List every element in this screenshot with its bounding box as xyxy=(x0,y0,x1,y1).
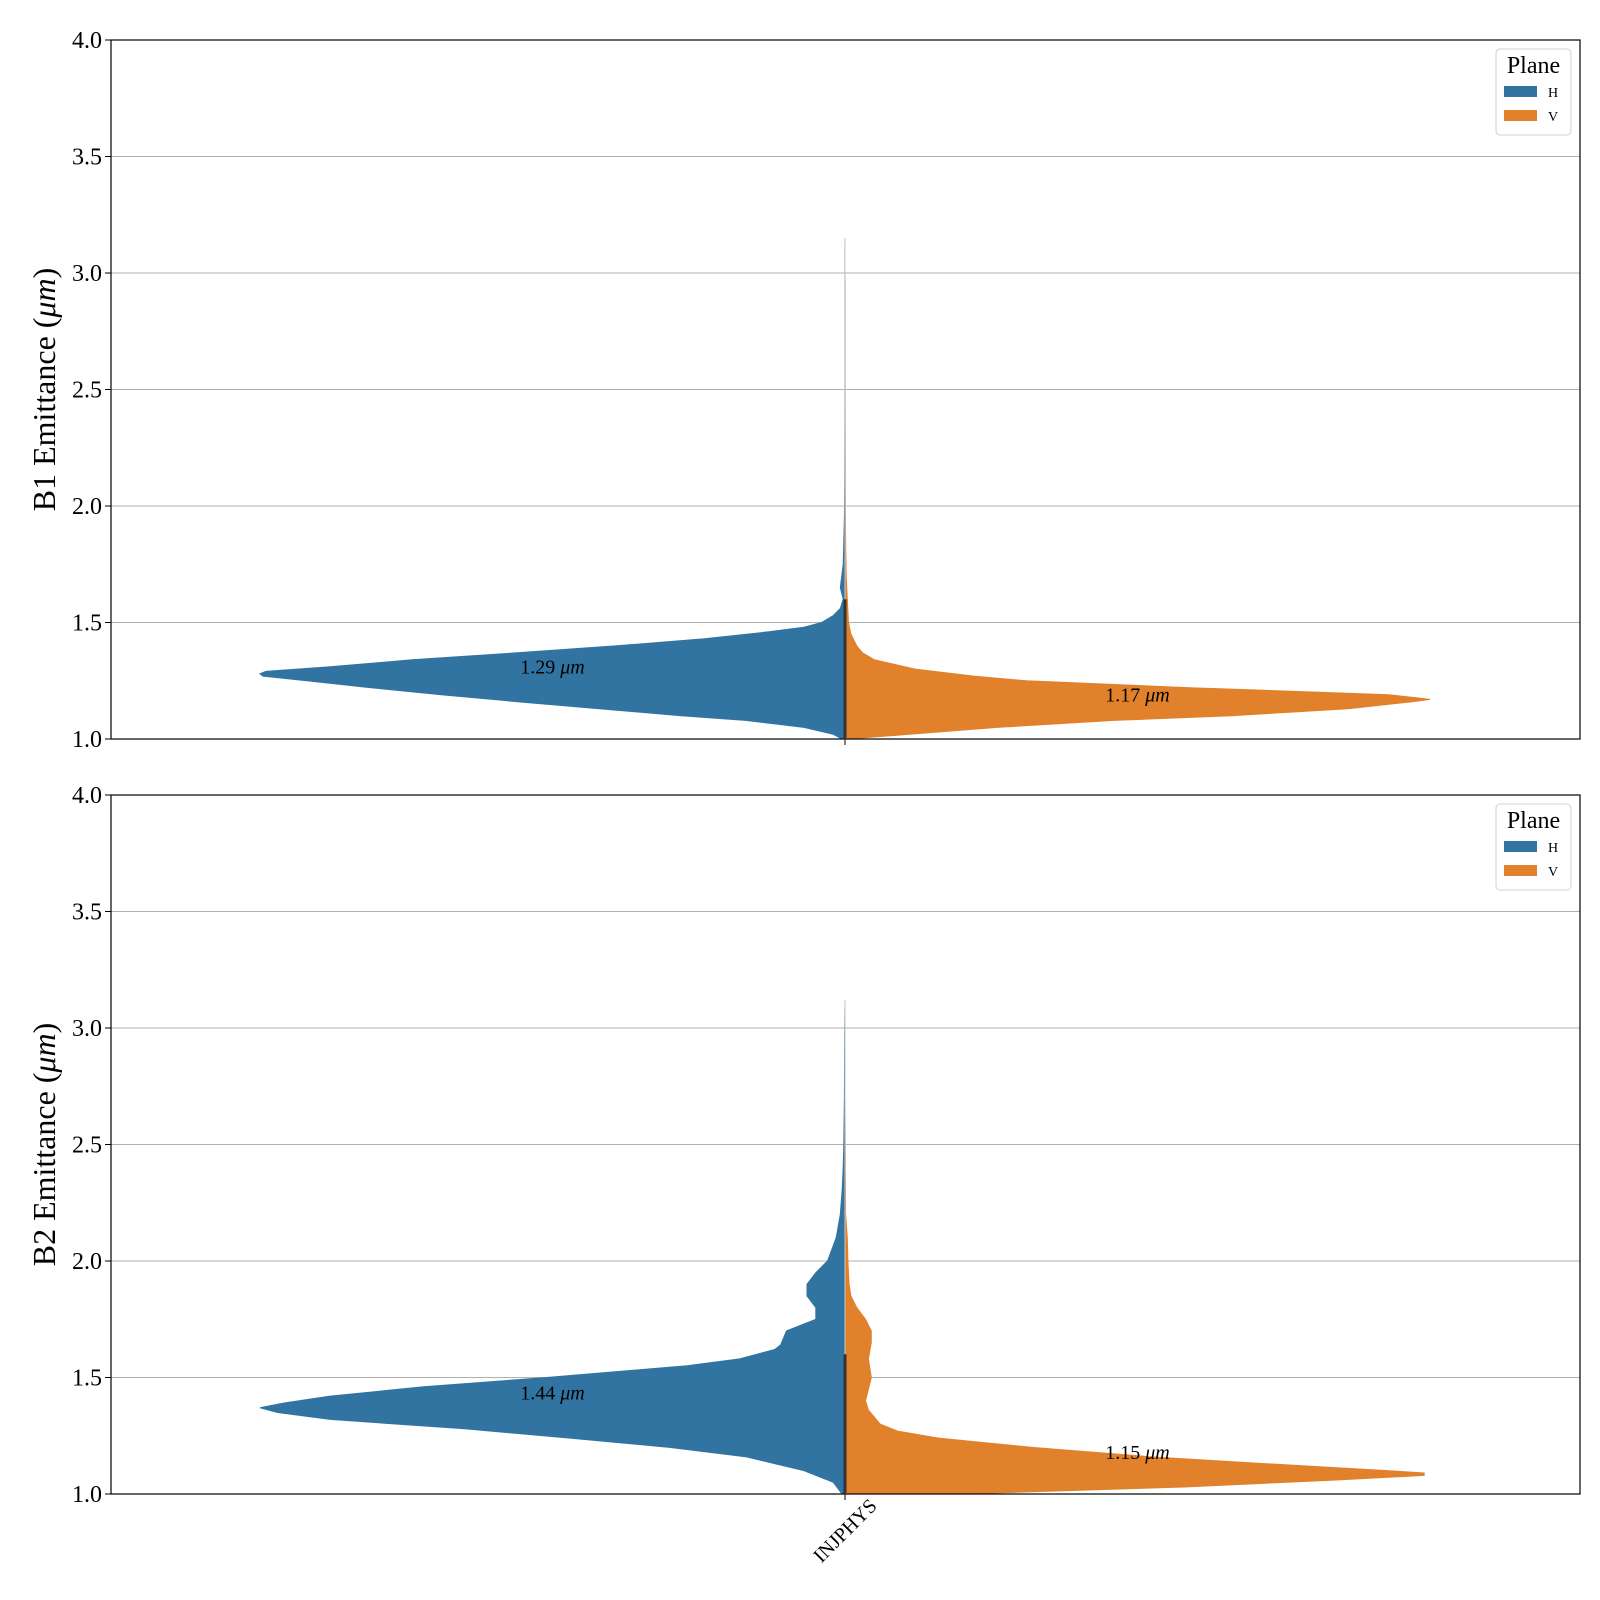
legend-label-v: V xyxy=(1548,110,1558,125)
panel-b2: 1.0 1.5 2.0 2.5 3.0 3.5 4.0 1.44 μm 1.15 μm B2 Em… xyxy=(26,783,1581,1508)
y-axis-label: B2 Emittance (μm) xyxy=(26,1023,62,1267)
y-tick-label: 1.5 xyxy=(72,611,102,637)
y-tick-label: 1.0 xyxy=(72,1482,102,1508)
y-tick-label: 1.0 xyxy=(72,727,102,753)
violin-half-v xyxy=(844,1097,1425,1495)
y-tick-label: 4.0 xyxy=(72,28,102,54)
x-tick-label: INJPHYS xyxy=(809,1495,881,1567)
legend: Plane HV xyxy=(1495,803,1572,891)
legend-label-v: V xyxy=(1548,865,1558,880)
y-axis-label: B1 Emittance (μm) xyxy=(26,268,62,512)
y-tick-label: 2.5 xyxy=(72,378,102,404)
legend-title: Plane xyxy=(1507,808,1560,834)
y-tick-label: 1.5 xyxy=(72,1366,102,1392)
panel-b1: 1.0 1.5 2.0 2.5 3.0 3.5 4.0 1.29 μm 1.17 μm B1 Em… xyxy=(26,28,1581,753)
legend-swatch-v xyxy=(1504,865,1537,876)
legend-swatch-v xyxy=(1504,110,1537,121)
y-tick-label: 2.5 xyxy=(72,1133,102,1159)
violin-half-h xyxy=(259,999,846,1495)
y-tick-label: 3.5 xyxy=(72,145,102,171)
y-tick-label: 2.0 xyxy=(72,494,102,520)
median-label-v: 1.15 μm xyxy=(1105,1442,1169,1464)
legend: Plane HV xyxy=(1495,48,1572,136)
legend-swatch-h xyxy=(1504,86,1537,97)
legend-swatch-h xyxy=(1504,841,1537,852)
y-tick-label: 3.0 xyxy=(72,1016,102,1042)
y-tick-label: 3.5 xyxy=(72,900,102,926)
median-label-h: 1.44 μm xyxy=(520,1382,584,1404)
median-label-v: 1.17 μm xyxy=(1105,684,1169,706)
legend-label-h: H xyxy=(1548,86,1558,101)
legend-title: Plane xyxy=(1507,53,1560,79)
y-tick-label: 3.0 xyxy=(72,261,102,287)
legend-label-h: H xyxy=(1548,841,1558,856)
y-tick-label: 4.0 xyxy=(72,783,102,809)
y-tick-label: 2.0 xyxy=(72,1249,102,1275)
median-label-h: 1.29 μm xyxy=(520,656,584,678)
